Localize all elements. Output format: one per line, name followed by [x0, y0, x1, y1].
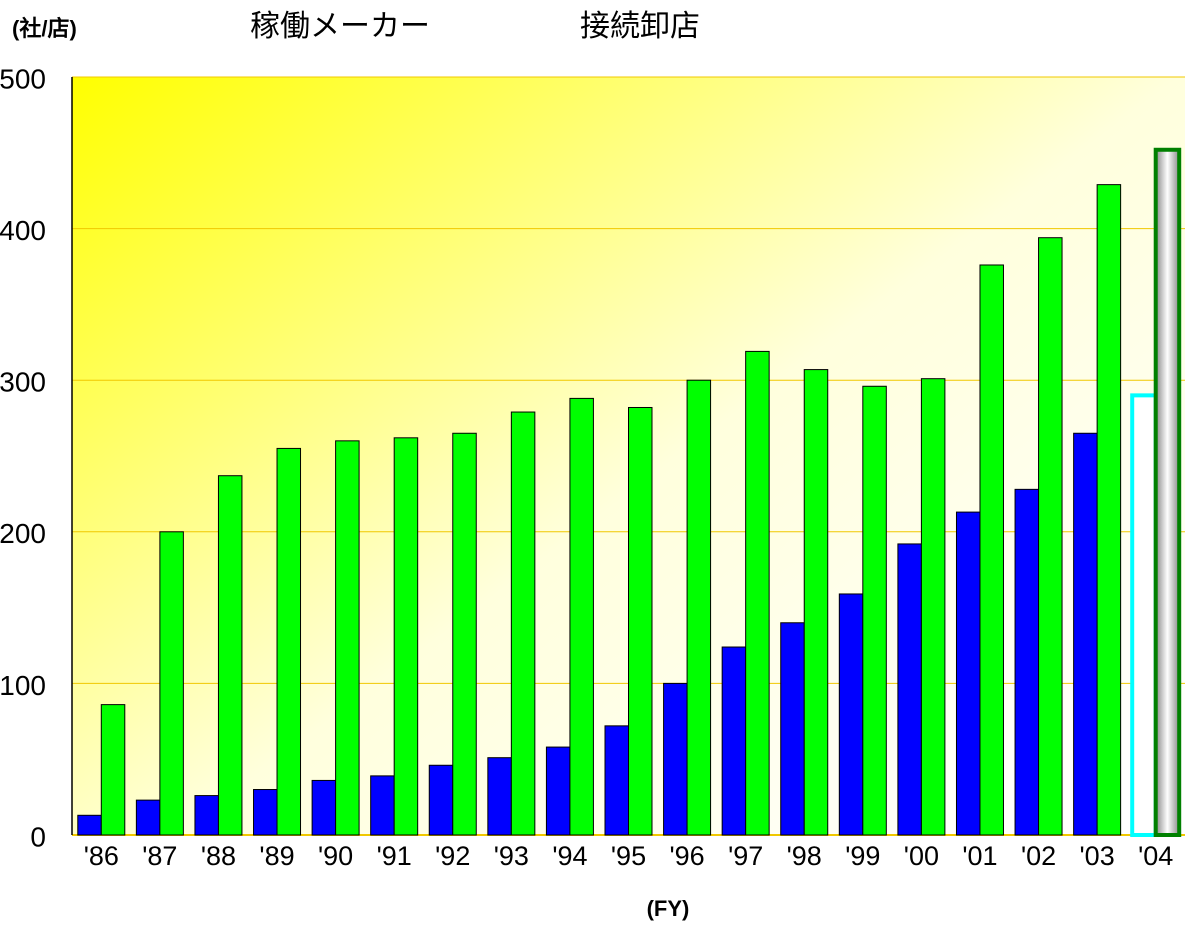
- bar: [663, 682, 688, 836]
- bar: [335, 440, 360, 836]
- y-tick-label: 500: [0, 63, 46, 94]
- y-tick-label: 100: [0, 670, 46, 701]
- bar: [311, 779, 337, 836]
- bar: [159, 531, 184, 836]
- bar: [77, 814, 102, 836]
- x-tick-label: '00: [904, 841, 939, 871]
- bar: [545, 746, 571, 836]
- bar: [100, 704, 126, 836]
- x-tick-label: '01: [962, 841, 997, 871]
- x-tick-label: '96: [669, 841, 704, 871]
- bar: [1014, 488, 1040, 836]
- x-tick-label: '95: [611, 841, 646, 871]
- bar: [920, 378, 946, 836]
- x-tick-label: '86: [84, 841, 119, 871]
- bar: [569, 397, 594, 836]
- bar: [955, 511, 981, 836]
- x-tick-label: '03: [1080, 841, 1115, 871]
- x-tick-label: '88: [201, 841, 236, 871]
- bar: [1096, 184, 1122, 836]
- x-tick-label: '92: [435, 841, 470, 871]
- bar: [452, 432, 477, 836]
- x-axis-label: (FY): [647, 896, 690, 921]
- legend-label: 接続卸店: [580, 10, 700, 43]
- x-tick-label: '93: [494, 841, 529, 871]
- y-tick-label: 300: [0, 367, 46, 398]
- bar: [253, 789, 278, 836]
- x-tick-label: '02: [1021, 841, 1056, 871]
- bar: [393, 437, 419, 836]
- bar: [487, 757, 512, 836]
- y-tick-label: 0: [30, 821, 46, 852]
- bar: [721, 646, 747, 836]
- x-tick-label: '94: [552, 841, 587, 871]
- bar: [428, 764, 454, 836]
- bar: [979, 264, 1004, 836]
- bar: [604, 725, 629, 836]
- y-axis-label: (社/店): [12, 16, 77, 41]
- x-tick-label: '90: [318, 841, 353, 871]
- x-tick-label: '89: [259, 841, 294, 871]
- bar: [803, 369, 829, 836]
- bar: [370, 775, 395, 836]
- bar: [194, 795, 219, 836]
- y-tick-label: 200: [0, 518, 46, 549]
- bar: [510, 411, 536, 836]
- bar: [276, 447, 302, 836]
- bar: [1130, 393, 1158, 837]
- bar: [745, 350, 770, 836]
- bar: [1073, 432, 1098, 836]
- bar: [135, 799, 161, 836]
- bar: [686, 379, 712, 836]
- bar: [217, 475, 243, 836]
- x-tick-label: '04: [1138, 841, 1173, 871]
- x-tick-label: '97: [728, 841, 763, 871]
- x-tick-label: '98: [787, 841, 822, 871]
- y-tick-label: 400: [0, 215, 46, 246]
- x-tick-label: '99: [845, 841, 880, 871]
- bar: [780, 622, 805, 836]
- legend-label: 稼働メーカー: [250, 10, 430, 43]
- bar: [897, 543, 922, 836]
- x-tick-label: '91: [377, 841, 412, 871]
- bar: [862, 385, 887, 836]
- x-tick-label: '87: [142, 841, 177, 871]
- bar: [838, 593, 864, 836]
- bar: [628, 406, 653, 836]
- bar: [1153, 147, 1182, 837]
- bar: [1038, 237, 1063, 836]
